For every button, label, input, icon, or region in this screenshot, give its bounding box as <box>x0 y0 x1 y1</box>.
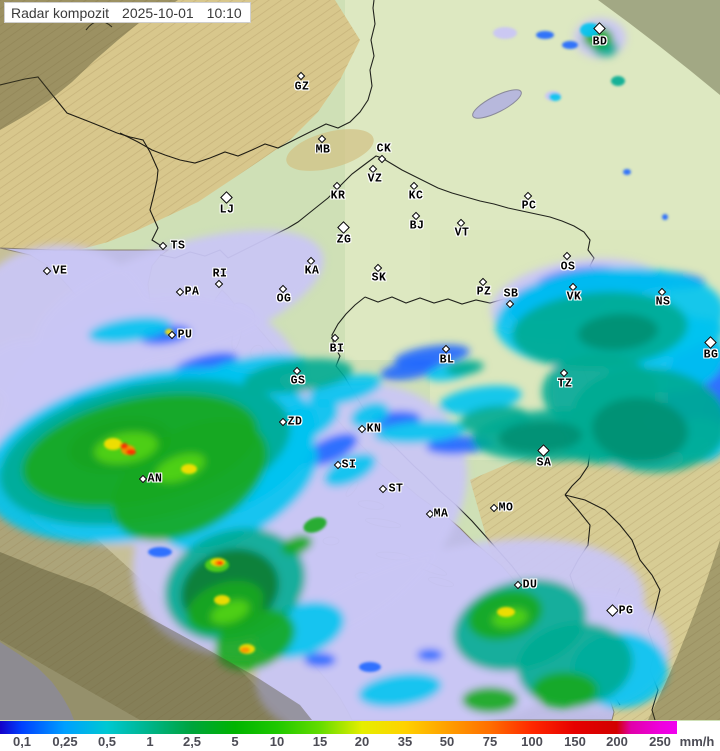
precip-cell-yl <box>181 464 197 474</box>
legend-tick: 0,1 <box>12 734 32 749</box>
precip-cell-cy <box>88 316 172 344</box>
legend-tick: 250 <box>649 734 671 749</box>
radar-range-mask <box>0 0 720 720</box>
legend-tick: 150 <box>564 734 586 749</box>
legend-color-bar <box>0 721 677 734</box>
precip-cell-bl <box>394 344 470 368</box>
legend-tick: 50 <box>439 734 455 749</box>
precip-cell-bl <box>148 547 172 557</box>
precip-cell-yl <box>165 329 173 335</box>
precip-cell-bl <box>536 31 554 39</box>
date-label: 2025-10-01 <box>122 4 194 21</box>
precip-cell-gr <box>303 517 327 533</box>
legend-unit: mm/h <box>679 734 715 749</box>
lake-balaton <box>472 89 522 119</box>
precip-cell-dt <box>498 420 582 454</box>
precip-cell-or <box>240 647 250 653</box>
precip-cell-cy <box>324 453 376 487</box>
legend-tick: 0,25 <box>52 734 78 749</box>
precip-cell-bl <box>562 41 578 49</box>
precip-cell-yl <box>497 607 515 617</box>
precip-cell-bg2 <box>210 600 250 624</box>
precip-cell-dt <box>578 313 658 351</box>
precip-cell-cy <box>358 673 442 707</box>
title-bar: Radar kompozit 2025-10-01 10:10 <box>4 2 251 23</box>
precip-cell-cy <box>307 374 383 406</box>
legend-tick: 1 <box>146 734 154 749</box>
legend-tick: 10 <box>269 734 285 749</box>
precip-cell-tl <box>243 358 353 394</box>
legend-tick: 200 <box>606 734 628 749</box>
precip-cell-cy <box>374 420 466 444</box>
legend-tick: 0,5 <box>97 734 117 749</box>
precip-cell-yl <box>104 438 122 450</box>
precip-cell-bl <box>417 649 443 661</box>
legend-tick: 5 <box>231 734 239 749</box>
precipitation-cores <box>104 23 668 672</box>
legend-tick: 35 <box>397 734 413 749</box>
legend-tick: 75 <box>482 734 498 749</box>
precip-cell-cy <box>350 401 390 429</box>
precip-cell-rd <box>217 561 223 565</box>
precip-cell-rd <box>120 443 128 449</box>
precip-cell-gr <box>281 534 313 556</box>
precipitation-layer <box>0 18 720 721</box>
precip-cell-bl <box>662 214 668 220</box>
precip-cell-lv <box>493 27 517 39</box>
precip-cell-cy <box>549 93 561 101</box>
precip-cell-bl <box>304 653 336 667</box>
precip-cell-bg2 <box>155 453 205 483</box>
radar-map <box>0 0 720 721</box>
precip-cell-bl <box>359 662 381 672</box>
legend-tick: 100 <box>521 734 543 749</box>
precip-cell-tl <box>446 360 484 376</box>
legend-tick: 2,5 <box>182 734 202 749</box>
precip-cell-gr <box>532 672 598 708</box>
precip-cell-tl <box>611 76 625 86</box>
precip-cell-dt <box>592 397 688 463</box>
intensity-legend: 0,1 0,25 0,5 1 2,5 5 10 15 20 35 50 75 100 150 200 250 … <box>0 721 720 751</box>
legend-tick: 20 <box>354 734 370 749</box>
precip-cell-cy <box>580 23 600 37</box>
precip-cell-gr <box>462 687 518 713</box>
precip-cell-yl <box>214 595 230 605</box>
time-label: 10:10 <box>206 4 242 21</box>
legend-tick: 15 <box>312 734 328 749</box>
precip-cell-bl <box>623 169 631 175</box>
app-title: Radar kompozit <box>11 4 110 21</box>
precip-cell-rd <box>126 449 136 455</box>
